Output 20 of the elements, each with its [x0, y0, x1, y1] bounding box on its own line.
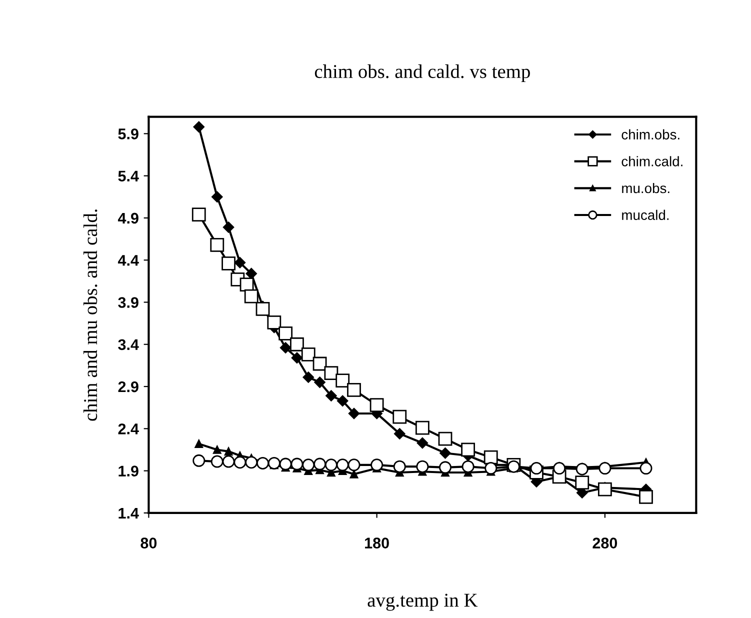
chart-title: chim obs. and cald. vs temp — [314, 64, 530, 82]
y-tick-label: 2.9 — [118, 381, 138, 392]
y-tick-label: 3.9 — [118, 297, 138, 308]
y-tick-label: 2.4 — [118, 424, 139, 434]
y-axis-title: chim and mu obs. and cald. — [83, 210, 98, 421]
y-tick-label: 1.9 — [118, 466, 138, 476]
y-tick-label: 4.4 — [118, 255, 139, 266]
y-tick-label: 3.4 — [118, 339, 139, 350]
legend-label: mu.obs. — [622, 182, 670, 194]
x-tick-label: 80 — [140, 538, 157, 548]
y-tick-label: 5.4 — [118, 170, 139, 182]
x-tick-label: 280 — [592, 538, 618, 548]
x-tick-label: 180 — [365, 538, 389, 548]
legend-label: chim.cald. — [622, 156, 682, 166]
y-tick-label: 1.4 — [118, 508, 139, 518]
x-axis-title: avg.temp in K — [368, 594, 478, 611]
legend-label: chim.obs. — [622, 129, 680, 140]
legend-label: mucald. — [622, 210, 669, 220]
y-tick-label: 4.9 — [118, 212, 138, 224]
y-tick-label: 5.9 — [118, 128, 138, 140]
